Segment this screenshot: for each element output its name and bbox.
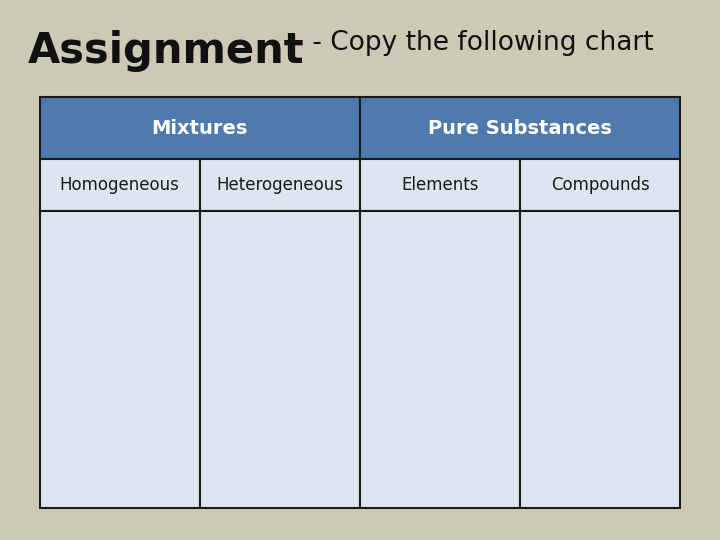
- Bar: [199, 211, 360, 508]
- Text: - Copy the following chart: - Copy the following chart: [304, 30, 654, 56]
- Text: Assignment: Assignment: [27, 30, 304, 72]
- Bar: [360, 159, 520, 211]
- Bar: [521, 159, 680, 211]
- Bar: [521, 211, 680, 508]
- Text: Mixtures: Mixtures: [152, 119, 248, 138]
- Text: Elements: Elements: [401, 176, 479, 194]
- Text: Homogeneous: Homogeneous: [60, 176, 179, 194]
- Bar: [199, 159, 360, 211]
- Bar: [40, 97, 360, 159]
- Bar: [40, 159, 199, 211]
- Bar: [360, 211, 520, 508]
- Bar: [40, 211, 199, 508]
- Text: Heterogeneous: Heterogeneous: [217, 176, 343, 194]
- Text: Compounds: Compounds: [551, 176, 649, 194]
- Bar: [360, 97, 680, 159]
- Text: Pure Substances: Pure Substances: [428, 119, 612, 138]
